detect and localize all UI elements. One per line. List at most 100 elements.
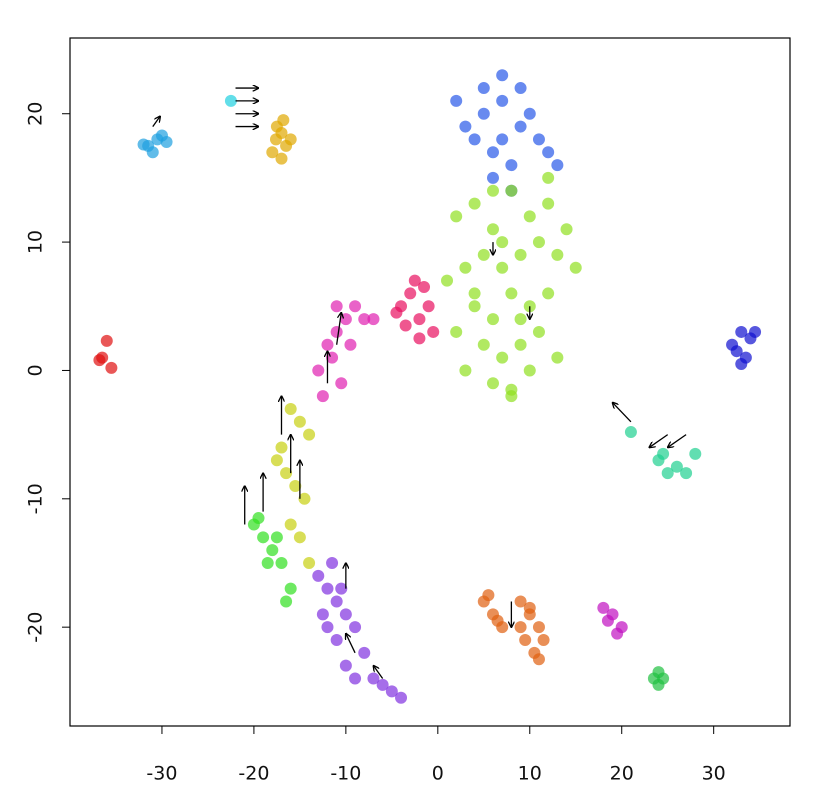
point (316, 390, 329, 403)
point (514, 313, 527, 326)
point (339, 608, 352, 621)
x-tick-label: -10 (330, 763, 361, 785)
point (459, 261, 472, 274)
point (266, 544, 279, 557)
point (349, 621, 362, 634)
point (486, 313, 499, 326)
point (523, 601, 536, 614)
point (427, 325, 440, 338)
point (477, 82, 490, 95)
x-tick-label: -30 (146, 763, 177, 785)
point (275, 556, 288, 569)
velocity-arrow (152, 116, 160, 127)
point (257, 531, 270, 544)
point (275, 441, 288, 454)
point (532, 236, 545, 249)
point (505, 383, 518, 396)
point (321, 338, 334, 351)
point (269, 133, 282, 146)
point (289, 479, 302, 492)
point (601, 614, 614, 627)
velocity-arrow (649, 434, 669, 448)
point (569, 261, 582, 274)
point (93, 354, 106, 367)
point (496, 351, 509, 364)
point (537, 634, 550, 646)
point (270, 531, 283, 544)
point (551, 351, 564, 364)
point (468, 133, 481, 146)
point (505, 287, 518, 300)
point (532, 325, 545, 338)
point (335, 377, 348, 390)
point (224, 94, 237, 107)
point (339, 659, 352, 672)
point (349, 300, 362, 313)
point (293, 531, 306, 544)
point (100, 334, 113, 347)
point (542, 171, 555, 184)
point (496, 94, 509, 107)
point (105, 361, 118, 374)
point (542, 146, 555, 159)
point (358, 646, 371, 659)
point (155, 129, 168, 142)
velocity-arrow (668, 434, 687, 448)
point (339, 313, 352, 326)
point (344, 338, 357, 351)
point (459, 364, 472, 377)
point (496, 236, 509, 249)
point (266, 146, 279, 159)
x-tick-label: -20 (238, 763, 269, 785)
velocity-arrow (613, 403, 632, 423)
point (496, 261, 509, 274)
point (367, 672, 380, 685)
x-tick-label: 30 (702, 763, 726, 785)
point (303, 556, 316, 569)
point (542, 197, 555, 210)
point (293, 415, 306, 428)
point (542, 287, 555, 300)
point (491, 614, 504, 627)
velocity-arrow (373, 666, 384, 679)
velocity-arrow (346, 634, 356, 654)
point (284, 133, 297, 146)
point (523, 107, 536, 120)
point (514, 595, 527, 608)
point (275, 152, 288, 165)
y-tick-label: 10 (25, 230, 47, 254)
point (422, 300, 435, 313)
point (523, 210, 536, 223)
point (284, 518, 297, 531)
point (477, 248, 490, 261)
point (661, 467, 674, 480)
y-tick-label: -10 (25, 483, 47, 514)
point (611, 627, 624, 640)
point (551, 159, 564, 172)
point (316, 608, 329, 621)
point (252, 512, 265, 525)
point (505, 159, 518, 172)
point (486, 223, 499, 236)
point (367, 313, 380, 326)
point (468, 197, 481, 210)
point (532, 133, 545, 146)
point (335, 582, 348, 595)
point (482, 589, 495, 602)
point (303, 428, 316, 441)
y-tick-label: 20 (25, 102, 47, 126)
point (670, 460, 683, 473)
point (486, 184, 499, 197)
point (349, 672, 362, 685)
point (358, 313, 371, 326)
point (657, 447, 670, 460)
point (624, 426, 637, 439)
point (408, 274, 421, 287)
point (326, 556, 339, 569)
point (468, 287, 481, 300)
point (450, 325, 463, 338)
point (505, 184, 518, 197)
point (496, 133, 509, 146)
point (597, 601, 610, 614)
